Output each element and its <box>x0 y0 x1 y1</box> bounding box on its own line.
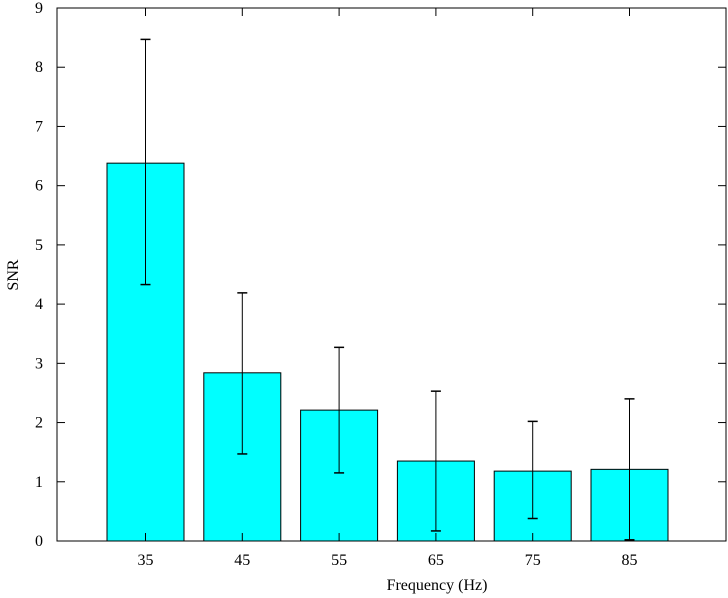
y-axis-label: SNR <box>5 259 22 290</box>
y-tick-label-1: 1 <box>35 474 43 491</box>
x-tick-label-35: 35 <box>138 552 154 569</box>
y-tick-label-2: 2 <box>35 415 43 432</box>
plot-frame <box>56 7 727 542</box>
y-tick-label-3: 3 <box>35 355 43 372</box>
x-axis-ticks: 35 45 55 65 75 85 <box>138 8 638 569</box>
x-tick-label-45: 45 <box>234 552 250 569</box>
bars-group <box>106 162 669 542</box>
y-tick-label-6: 6 <box>35 178 43 195</box>
x-tick-label-65: 65 <box>428 552 444 569</box>
y-tick-label-9: 9 <box>35 0 43 17</box>
y-tick-label-5: 5 <box>35 237 43 254</box>
y-axis-ticks: 0 1 2 3 4 5 6 7 8 9 <box>35 0 726 550</box>
x-tick-label-85: 85 <box>622 552 638 569</box>
x-axis-label: Frequency (Hz) <box>387 577 488 594</box>
x-tick-label-75: 75 <box>525 552 541 569</box>
y-tick-label-4: 4 <box>35 296 43 313</box>
y-tick-label-0: 0 <box>35 533 43 550</box>
y-tick-label-8: 8 <box>35 59 43 76</box>
x-tick-label-55: 55 <box>331 552 347 569</box>
y-tick-label-7: 7 <box>35 118 43 135</box>
